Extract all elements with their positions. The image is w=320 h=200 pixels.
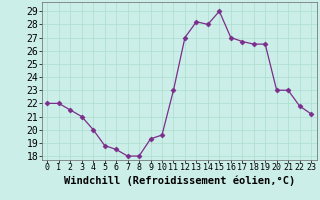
X-axis label: Windchill (Refroidissement éolien,°C): Windchill (Refroidissement éolien,°C) bbox=[64, 175, 295, 186]
